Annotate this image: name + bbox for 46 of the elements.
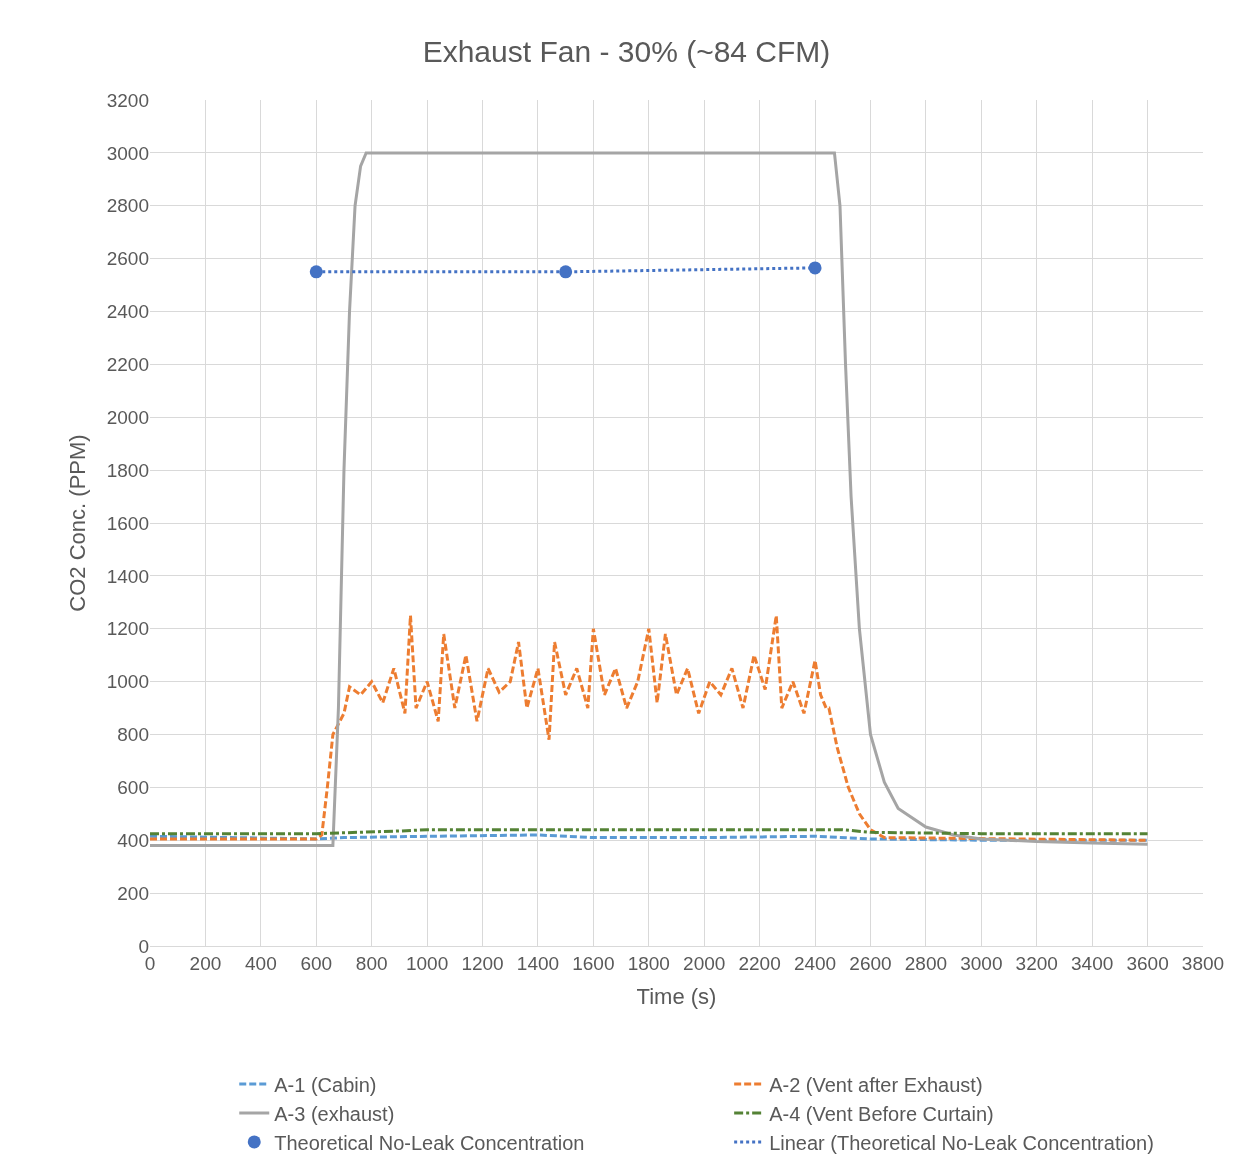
y-tick-label: 1200 (106, 618, 149, 640)
y-tick-label: 3000 (106, 142, 149, 164)
x-axis-title: Time (s) (636, 983, 717, 1009)
x-tick-label: 3200 (1015, 952, 1058, 974)
x-tick-label: 2200 (738, 952, 781, 974)
line-series (150, 151, 1150, 848)
legend-label: A-3 (exhaust) (274, 1102, 395, 1125)
y-tick-label: 800 (117, 724, 149, 746)
y-tick-label: 1800 (106, 459, 149, 481)
x-tick-label: 600 (300, 952, 333, 974)
y-tick-label: 2400 (106, 301, 149, 323)
x-tick-label: 3000 (960, 952, 1003, 974)
x-tick-label: 800 (355, 952, 388, 974)
y-tick-label: 1400 (106, 565, 149, 587)
x-tick-label: 2600 (849, 952, 892, 974)
x-tick-label: 1200 (461, 952, 504, 974)
x-tick-label: 1800 (627, 952, 670, 974)
y-tick-label: 1600 (106, 512, 149, 534)
x-tick-label: 2000 (683, 952, 726, 974)
legend-label: A-4 (Vent Before Curtain) (769, 1102, 994, 1125)
y-tick-label: 200 (117, 882, 149, 904)
y-tick-label: 400 (117, 829, 149, 851)
x-tick-label: 1600 (572, 952, 615, 974)
x-tick-label: 1400 (516, 952, 560, 974)
y-tick-label: 1000 (106, 671, 149, 693)
legend-label: Linear (Theoretical No-Leak Concentration) (769, 1131, 1154, 1154)
legend-label: Theoretical No-Leak Concentration (274, 1131, 585, 1154)
x-tick-label: 3400 (1071, 952, 1114, 974)
y-tick-label: 2000 (106, 406, 149, 428)
x-tick-label: 200 (189, 952, 222, 974)
x-tick-label: 1000 (405, 952, 449, 974)
x-tick-label: 3800 (1181, 952, 1225, 974)
chart-title: Exhaust Fan - 30% (~84 CFM) (422, 35, 831, 69)
y-tick-label: 2200 (106, 354, 149, 376)
y-tick-label: 0 (138, 935, 149, 957)
x-tick-label: 3600 (1126, 952, 1169, 974)
y-tick-label: 2600 (106, 248, 149, 270)
y-tick-label: 3200 (106, 89, 149, 111)
y-axis-title: CO2 Conc. (PPM) (64, 434, 90, 612)
y-tick-label: 2800 (106, 195, 149, 217)
x-tick-label: 2400 (793, 952, 837, 974)
y-tick-label: 600 (117, 777, 149, 799)
legend-label: A-1 (Cabin) (274, 1073, 377, 1096)
x-tick-label: 400 (244, 952, 277, 974)
x-tick-label: 2800 (904, 952, 948, 974)
legend-label: A-2 (Vent after Exhaust) (769, 1073, 983, 1096)
